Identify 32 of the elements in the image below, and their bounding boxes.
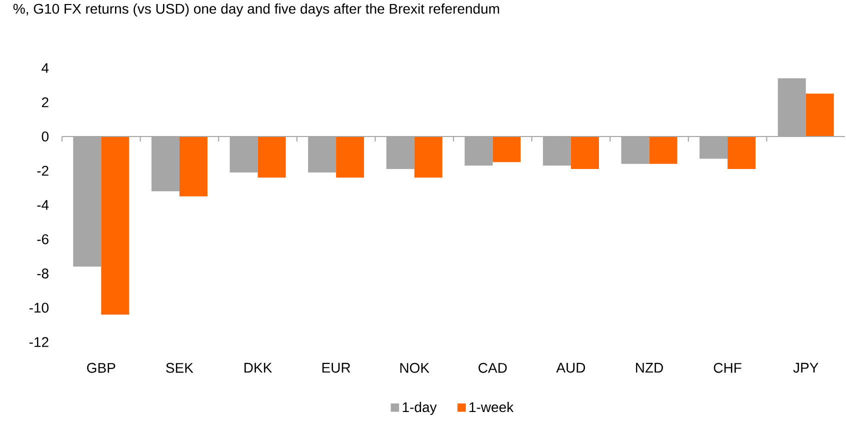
bar <box>414 136 442 178</box>
bar <box>179 136 208 196</box>
bar <box>101 136 130 315</box>
bar <box>570 136 599 170</box>
chart-title: %, G10 FX returns (vs USD) one day and five days after the Brexit referendum <box>13 3 500 17</box>
y-tick-label: -12 <box>29 337 48 347</box>
bar <box>492 136 521 162</box>
y-tick-label: -8 <box>37 268 48 278</box>
x-tick-label: JPY <box>793 362 818 373</box>
bar <box>336 136 364 178</box>
y-tick-label: 4 <box>42 63 49 73</box>
x-tick-label: DKK <box>244 362 272 373</box>
y-tick-label: 0 <box>42 132 49 142</box>
x-tick-label: EUR <box>322 362 350 373</box>
x-tick-label: NOK <box>400 362 430 373</box>
bar <box>806 94 834 136</box>
y-tick-label: -2 <box>37 166 48 176</box>
x-tick-label: GBP <box>87 362 116 373</box>
y-tick-label: -6 <box>37 234 48 244</box>
x-tick-label: CHF <box>714 362 742 373</box>
y-tick-label: -10 <box>29 302 49 313</box>
bar <box>728 136 756 170</box>
y-tick-label: -4 <box>37 200 49 210</box>
bar <box>649 136 678 164</box>
legend-label: 1-day <box>402 402 437 415</box>
x-tick-label: NZD <box>636 362 663 373</box>
x-tick-label: SEK <box>166 362 194 373</box>
x-tick-label: AUD <box>556 362 586 373</box>
legend-label: 1-week <box>470 402 514 412</box>
y-tick-label: 2 <box>42 97 48 108</box>
bar <box>258 136 286 178</box>
x-tick-label: CAD <box>478 362 507 373</box>
